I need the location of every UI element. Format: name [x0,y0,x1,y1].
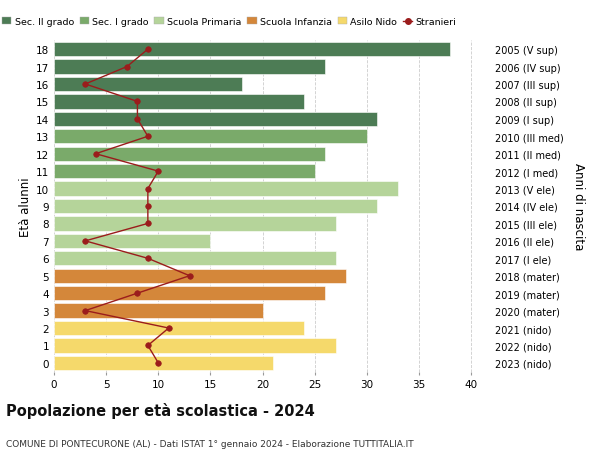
Text: COMUNE DI PONTECURONE (AL) - Dati ISTAT 1° gennaio 2024 - Elaborazione TUTTITALI: COMUNE DI PONTECURONE (AL) - Dati ISTAT … [6,439,413,448]
Text: Popolazione per età scolastica - 2024: Popolazione per età scolastica - 2024 [6,403,315,419]
Y-axis label: Anni di nascita: Anni di nascita [572,163,585,250]
Bar [54,78,242,92]
Bar [54,356,273,370]
Bar [54,43,450,57]
Bar [54,217,335,231]
Bar [54,199,377,214]
Bar [54,269,346,283]
Bar [54,234,211,248]
Bar [54,147,325,162]
Legend: Sec. II grado, Sec. I grado, Scuola Primaria, Scuola Infanzia, Asilo Nido, Stran: Sec. II grado, Sec. I grado, Scuola Prim… [2,18,457,27]
Bar [54,339,335,353]
Bar [54,60,325,74]
Bar [54,304,263,318]
Bar [54,95,304,109]
Bar [54,165,315,179]
Bar [54,321,304,336]
Bar [54,182,398,196]
Bar [54,286,325,301]
Bar [54,130,367,144]
Y-axis label: Età alunni: Età alunni [19,177,32,236]
Bar [54,112,377,127]
Bar [54,252,335,266]
